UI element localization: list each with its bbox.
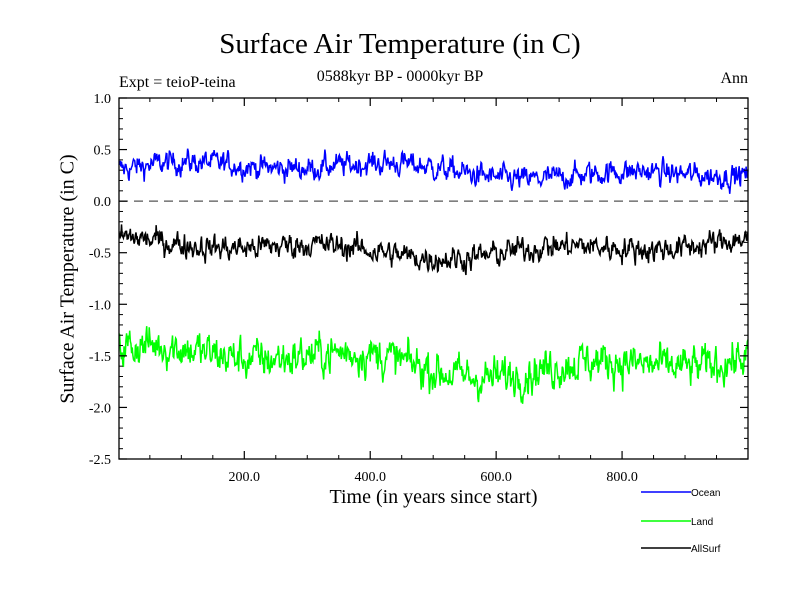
y-tick-label: 1.0 — [94, 92, 112, 107]
y-tick-label: -2.0 — [89, 401, 111, 416]
legend-label-ocean: Ocean — [691, 488, 720, 499]
legend-label-land: Land — [691, 517, 713, 528]
x-tick-label: 800.0 — [606, 470, 638, 485]
y-tick-label: -1.0 — [89, 298, 111, 313]
legend-label-allsurf: AllSurf — [691, 544, 721, 555]
y-tick-label: -1.5 — [89, 350, 111, 365]
x-axis-label: Time (in years since start) — [329, 486, 538, 508]
season-label: Ann — [720, 70, 748, 87]
series-line-allsurf — [118, 224, 749, 276]
y-tick-label: -2.5 — [89, 453, 111, 468]
series-line-land — [118, 326, 749, 404]
y-tick-label: 0.5 — [94, 144, 112, 159]
series-line-ocean — [118, 148, 749, 194]
x-tick-label: 600.0 — [480, 470, 512, 485]
y-tick-label: -0.5 — [89, 247, 111, 262]
x-tick-label: 400.0 — [354, 470, 386, 485]
chart-subtitle: 0588kyr BP - 0000kyr BP — [316, 68, 484, 85]
chart-title: Surface Air Temperature (in C) — [219, 28, 581, 60]
experiment-label: Expt = teioP-teina — [119, 74, 236, 91]
x-tick-label: 200.0 — [229, 470, 261, 485]
y-tick-label: 0.0 — [94, 195, 112, 210]
